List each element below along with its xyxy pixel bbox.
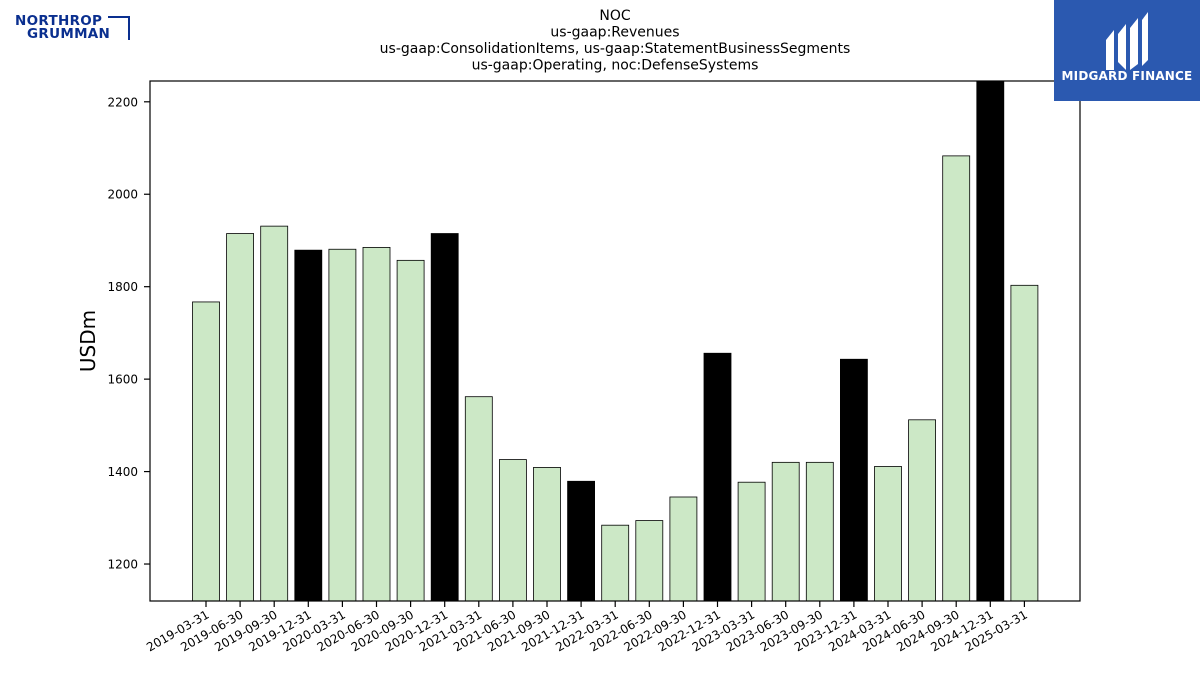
bar-2020-06-30 (362, 246, 391, 602)
bar-2021-06-30 (498, 459, 527, 602)
midgard-emblem-icon (1106, 12, 1148, 70)
bar-2022-03-31 (601, 524, 630, 602)
y-tick-label: 1200 (107, 558, 138, 572)
bar-2024-12-31 (976, 80, 1005, 602)
bar-2022-06-30 (635, 520, 664, 602)
bar-2023-09-30 (805, 461, 834, 602)
bar-2023-12-31 (840, 358, 868, 602)
x-axis: 2019-03-312019-06-302019-09-302019-12-31… (144, 601, 1030, 654)
y-tick-label: 1800 (107, 280, 138, 294)
chart-title-line: us-gaap:Revenues (550, 25, 679, 41)
y-axis-label: USDm (76, 310, 100, 372)
midgard-finance-logo: MIDGARD FINANCE (1054, 0, 1200, 101)
bar-2021-03-31 (464, 396, 493, 602)
publisher-name: MIDGARD FINANCE (1061, 69, 1193, 83)
chart-title: NOCus-gaap:Revenuesus-gaap:Consolidation… (380, 8, 851, 74)
bar-2019-09-30 (260, 225, 289, 602)
chart-title-line: us-gaap:ConsolidationItems, us-gaap:Stat… (380, 41, 851, 57)
bar-2022-09-30 (669, 496, 698, 602)
bar-2021-09-30 (533, 467, 561, 602)
northrop-grumman-logo: NORTHROP GRUMMAN (14, 14, 134, 44)
bar-2020-12-31 (430, 233, 459, 602)
bar-2020-03-31 (328, 248, 357, 602)
logo-bracket-icon (108, 16, 130, 40)
bar-2024-06-30 (908, 419, 936, 602)
y-tick-label: 1400 (107, 465, 138, 479)
plot-frame (149, 80, 1081, 602)
y-tick-label: 1600 (107, 373, 138, 387)
y-tick-label: 2200 (107, 95, 138, 109)
bar-2024-03-31 (874, 466, 902, 602)
y-tick-label: 2000 (107, 188, 138, 202)
bar-2023-03-31 (737, 481, 766, 602)
bar-2019-06-30 (226, 233, 255, 602)
bar-2019-03-31 (192, 301, 220, 602)
bar-2023-06-30 (771, 461, 800, 602)
bar-2020-09-30 (396, 259, 425, 602)
chart-title-line: NOC (599, 8, 630, 24)
bar-2024-09-30 (942, 155, 971, 602)
bar-2025-03-31 (1010, 284, 1039, 602)
bar-2022-12-31 (703, 352, 732, 602)
chart-title-line: us-gaap:Operating, noc:DefenseSystems (472, 58, 759, 74)
bar-2019-12-31 (294, 249, 323, 602)
y-axis: 1200 1400 1600 1800 2000 2200 (107, 95, 150, 572)
bar-series (192, 80, 1039, 602)
bar-2021-12-31 (567, 480, 595, 602)
